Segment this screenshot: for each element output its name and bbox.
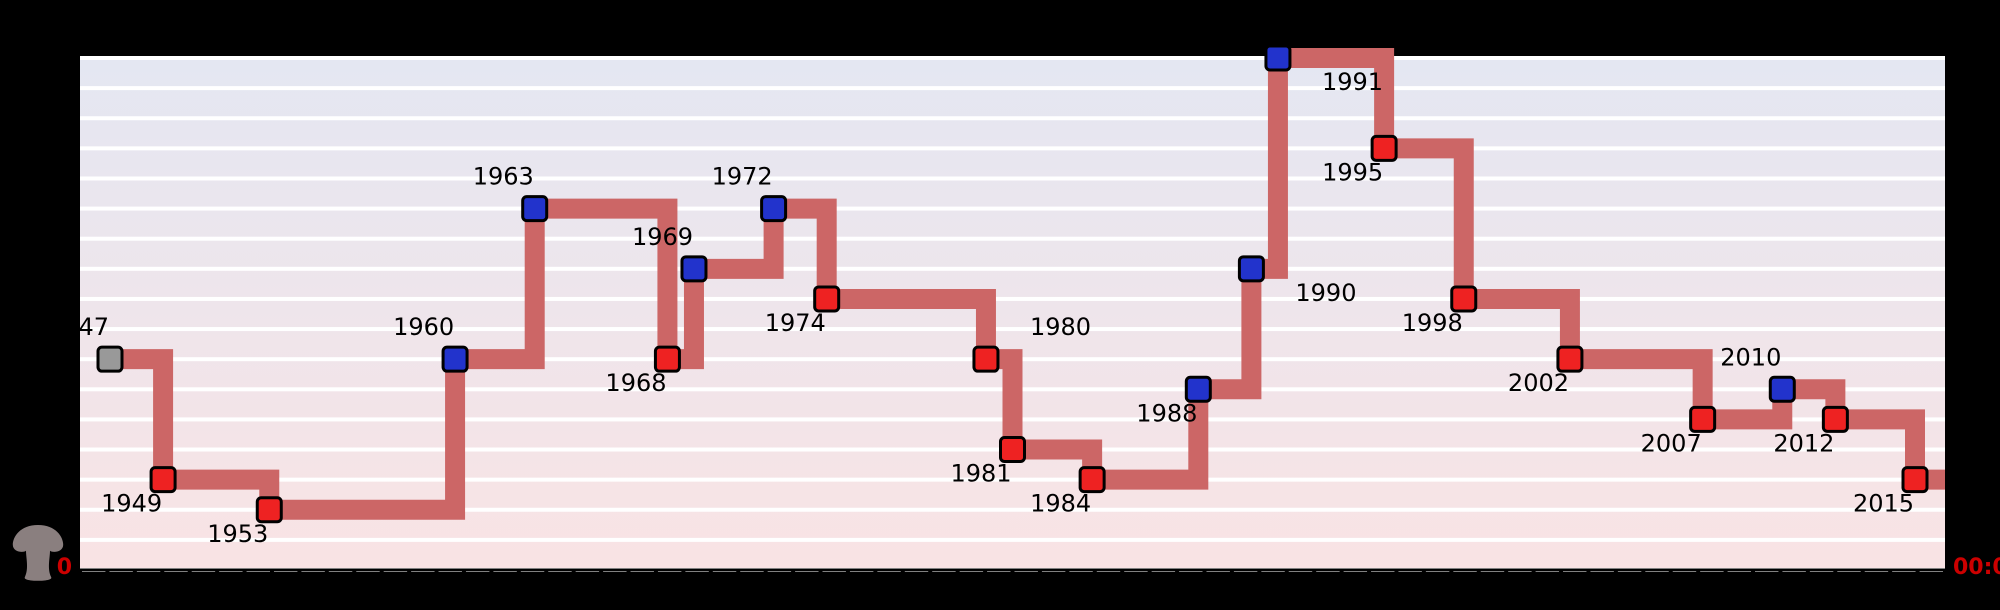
data-marker (98, 347, 122, 371)
data-marker (151, 468, 175, 492)
data-marker-label: 1968 (605, 369, 666, 397)
x-axis-right-label: 00:00 (1953, 555, 2000, 580)
data-marker (655, 347, 679, 371)
doomsday-clock-chart: 0 00:00 1947 1949 1953 1960 1963 1968 1969 1972 19… (0, 0, 2000, 610)
data-marker (1558, 347, 1582, 371)
data-marker-label: 1974 (765, 309, 826, 337)
data-marker-label: 1981 (951, 460, 1012, 488)
data-marker-label: 1998 (1402, 309, 1463, 337)
data-marker-label: 1995 (1322, 158, 1383, 186)
data-marker-label: 1947 (48, 313, 109, 341)
data-marker-label: 2002 (1508, 369, 1569, 397)
gridline (80, 237, 1945, 241)
data-marker (762, 197, 786, 221)
data-marker-label: 1969 (632, 223, 693, 251)
gridline (80, 207, 1945, 211)
data-marker (1903, 468, 1927, 492)
data-marker (443, 347, 467, 371)
gridline (80, 56, 1945, 60)
x-axis-left-label: 0 (57, 555, 72, 580)
data-marker-label: 1963 (473, 163, 534, 191)
data-marker-label: 1984 (1030, 490, 1091, 518)
gridline (80, 146, 1945, 150)
data-marker (1372, 136, 1396, 160)
data-marker (815, 287, 839, 311)
data-marker (1691, 407, 1715, 431)
gridline (80, 297, 1945, 301)
data-marker-label: 2007 (1641, 429, 1702, 457)
gridline (80, 478, 1945, 482)
data-marker (1823, 407, 1847, 431)
data-marker-label: 1990 (1295, 279, 1356, 307)
plot-gradient (80, 58, 1945, 570)
data-marker-label: 2015 (1853, 490, 1914, 518)
data-marker-label: 1960 (393, 313, 454, 341)
gridline (80, 538, 1945, 542)
gridline (80, 267, 1945, 271)
data-marker-label: 1953 (207, 520, 268, 548)
data-marker (1239, 257, 1263, 281)
data-marker (1186, 377, 1210, 401)
data-marker-label: 1988 (1136, 399, 1197, 427)
data-marker (257, 498, 281, 522)
data-marker-label: 1972 (712, 163, 773, 191)
data-marker (523, 197, 547, 221)
data-marker-label: 2010 (1720, 343, 1781, 371)
data-marker-label: 1949 (101, 490, 162, 518)
data-marker (974, 347, 998, 371)
data-marker (682, 257, 706, 281)
data-marker-label: 1980 (1030, 313, 1091, 341)
data-marker-label: 2012 (1773, 429, 1834, 457)
data-marker (1001, 438, 1025, 462)
gridline (80, 327, 1945, 331)
data-marker (1770, 377, 1794, 401)
gridline (80, 86, 1945, 90)
gridline (80, 176, 1945, 180)
data-marker (1452, 287, 1476, 311)
data-marker-label: 1991 (1322, 68, 1383, 96)
data-marker (1266, 46, 1290, 70)
data-marker (1080, 468, 1104, 492)
gridline (80, 116, 1945, 120)
